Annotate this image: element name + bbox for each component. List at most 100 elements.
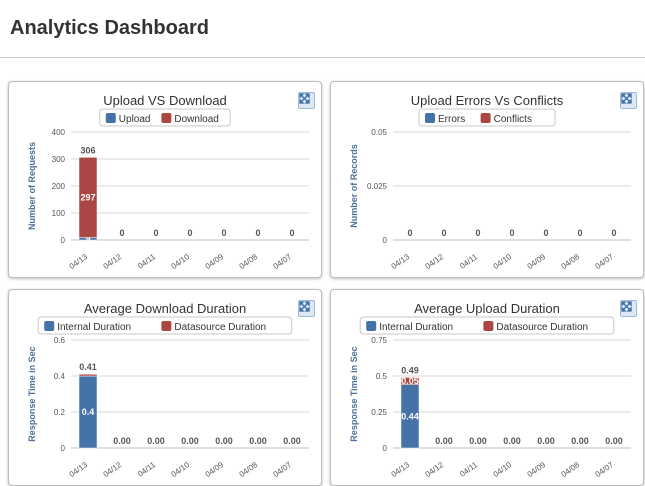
x-tick-label: 04/09: [204, 252, 226, 271]
x-tick-label: 04/07: [272, 252, 294, 271]
legend-label: Internal Duration: [57, 322, 131, 333]
total-label: 0: [611, 228, 616, 238]
segment-label: 0.05: [401, 376, 419, 386]
legend-label: Upload: [119, 114, 151, 125]
total-label: 0.00: [181, 436, 199, 446]
expand-chart-button[interactable]: [298, 300, 315, 317]
legend-swatch: [161, 321, 172, 331]
legend-label: Download: [174, 114, 218, 125]
x-tick-label: 04/12: [424, 252, 446, 271]
legend-label: Datasource Duration: [496, 322, 588, 333]
x-tick-label: 04/11: [136, 252, 158, 271]
legend-label: Datasource Duration: [174, 322, 266, 333]
legend-swatch: [161, 113, 172, 123]
expand-icon: [621, 301, 632, 312]
y-tick-label: 0.75: [371, 336, 387, 345]
total-label: 0: [441, 228, 446, 238]
total-label: 0.00: [147, 436, 165, 446]
total-label: 306: [80, 145, 95, 155]
chart-panel-average-download-duration: Average Download Duration Internal Durati…: [8, 289, 322, 486]
bar-segment: [400, 377, 420, 385]
total-label: 0: [407, 228, 412, 238]
total-label: 0: [509, 228, 514, 238]
total-label: 0.00: [283, 436, 301, 446]
chart-panel-upload-errors-vs-conflicts: Upload Errors Vs Conflicts Errors Conflict…: [330, 81, 644, 278]
total-label: 0: [153, 228, 158, 238]
x-tick-label: 04/08: [238, 252, 260, 271]
chart-average-download-duration: Average Download Duration Internal Durati…: [27, 301, 309, 479]
total-label: 0: [187, 228, 192, 238]
expand-chart-button[interactable]: [620, 300, 637, 317]
y-axis-label: Number of Requests: [27, 142, 37, 230]
y-tick-label: 200: [52, 182, 66, 191]
x-tick-label: 04/07: [272, 460, 294, 479]
y-tick-label: 0: [383, 444, 388, 453]
chart-title: Average Upload Duration: [414, 301, 560, 316]
total-label: 0.00: [469, 436, 487, 446]
total-label: 0.00: [537, 436, 555, 446]
x-tick-label: 04/12: [424, 460, 446, 479]
total-label: 0.41: [79, 362, 97, 372]
x-tick-label: 04/09: [526, 460, 548, 479]
x-tick-label: 04/10: [492, 252, 514, 271]
chart-panel-average-upload-duration: Average Upload Duration Internal Duration…: [330, 289, 644, 486]
x-tick-label: 04/07: [594, 460, 616, 479]
total-label: 0: [221, 228, 226, 238]
expand-icon: [299, 93, 310, 104]
total-label: 0.00: [113, 436, 131, 446]
y-tick-label: 0.05: [371, 128, 387, 137]
total-label: 0: [289, 228, 294, 238]
x-tick-label: 04/13: [390, 460, 412, 479]
total-label: 0.00: [605, 436, 623, 446]
y-tick-label: 0.5: [376, 372, 388, 381]
expand-icon: [621, 93, 632, 104]
chart-upload-vs-download: Upload VS Download Upload Download 0 100 200 3…: [27, 93, 309, 271]
total-label: 0.00: [503, 436, 521, 446]
y-tick-label: 0: [61, 444, 66, 453]
expand-icon: [299, 301, 310, 312]
total-label: 0.49: [401, 365, 419, 375]
x-tick-label: 04/10: [170, 460, 192, 479]
chart-title: Upload VS Download: [103, 93, 227, 108]
total-label: 0: [119, 228, 124, 238]
chart-upload-errors-vs-conflicts: Upload Errors Vs Conflicts Errors Conflict…: [349, 93, 631, 271]
y-tick-label: 0.025: [367, 182, 388, 191]
legend-swatch: [105, 113, 116, 123]
legend-label: Conflicts: [494, 114, 532, 125]
bar-segment: [78, 373, 98, 377]
segment-label: 9: [85, 234, 90, 244]
y-tick-label: 100: [52, 209, 66, 218]
total-label: 0: [577, 228, 582, 238]
segment-label: 0.44: [401, 411, 419, 421]
y-tick-label: 0: [61, 236, 66, 245]
y-tick-label: 0.4: [54, 372, 66, 381]
legend-swatch: [480, 113, 491, 123]
expand-chart-button[interactable]: [298, 92, 315, 109]
y-tick-label: 0.6: [54, 336, 66, 345]
x-tick-label: 04/11: [458, 460, 480, 479]
x-tick-label: 04/08: [560, 460, 582, 479]
total-label: 0: [475, 228, 480, 238]
x-tick-label: 04/12: [102, 252, 124, 271]
x-tick-label: 04/08: [560, 252, 582, 271]
chart-panel-upload-vs-download: Upload VS Download Upload Download 0 100 200 3…: [8, 81, 322, 278]
y-tick-label: 400: [52, 128, 66, 137]
total-label: 0.00: [435, 436, 453, 446]
x-tick-label: 04/13: [68, 252, 90, 271]
total-label: 0.00: [215, 436, 233, 446]
y-axis-label: Response Time in Sec: [27, 346, 37, 441]
legend-swatch: [425, 113, 435, 123]
total-label: 0: [255, 228, 260, 238]
y-tick-label: 0.2: [54, 408, 66, 417]
legend-swatch: [366, 321, 377, 331]
x-tick-label: 04/10: [492, 460, 514, 479]
bar-segment: [78, 157, 98, 238]
x-tick-label: 04/10: [170, 252, 192, 271]
segment-label: 0.4: [82, 407, 95, 417]
expand-chart-button[interactable]: [620, 92, 637, 109]
x-tick-label: 04/11: [458, 252, 480, 271]
y-tick-label: 300: [52, 155, 66, 164]
y-tick-label: 0.25: [371, 408, 387, 417]
y-axis-label: Number of Records: [349, 144, 359, 228]
title-divider: [0, 57, 645, 58]
